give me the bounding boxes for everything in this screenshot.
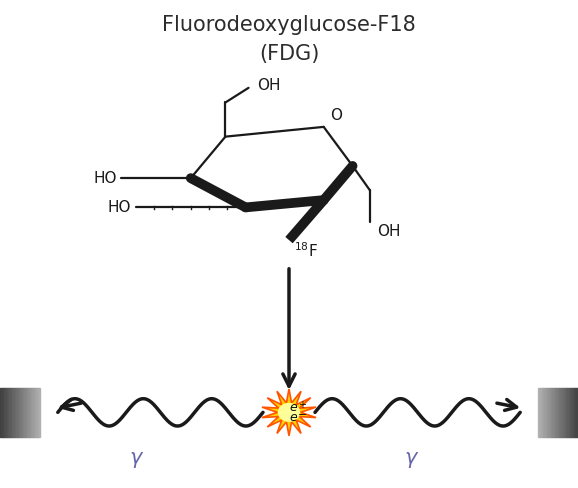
Bar <box>539 388 540 437</box>
Text: HO: HO <box>93 171 117 185</box>
Bar <box>563 388 565 437</box>
Bar <box>17 388 19 437</box>
Bar <box>8 388 9 437</box>
Polygon shape <box>262 389 316 436</box>
Bar <box>12 388 13 437</box>
Bar <box>567 388 569 437</box>
Bar <box>569 388 570 437</box>
Bar <box>4 388 5 437</box>
Bar <box>31 388 32 437</box>
Bar <box>29 388 31 437</box>
Bar <box>566 388 567 437</box>
Bar <box>32 388 34 437</box>
Bar <box>19 388 20 437</box>
Bar <box>543 388 544 437</box>
Bar <box>28 388 29 437</box>
Bar <box>7 388 8 437</box>
Bar <box>565 388 566 437</box>
Bar <box>5 388 7 437</box>
Bar <box>557 388 558 437</box>
Bar <box>3 388 4 437</box>
Bar <box>574 388 575 437</box>
Bar <box>16 388 17 437</box>
Bar <box>547 388 549 437</box>
Bar <box>34 388 35 437</box>
Bar <box>540 388 542 437</box>
Bar <box>573 388 574 437</box>
Bar <box>561 388 562 437</box>
Text: OH: OH <box>377 224 401 240</box>
Bar <box>555 388 557 437</box>
Text: −: − <box>298 410 307 420</box>
Bar <box>551 388 553 437</box>
Text: e: e <box>289 411 297 424</box>
Bar <box>13 388 15 437</box>
Text: OH: OH <box>257 78 281 93</box>
Bar <box>9 388 11 437</box>
Bar <box>36 388 38 437</box>
Text: +: + <box>298 400 306 410</box>
Bar <box>38 388 39 437</box>
Bar <box>559 388 561 437</box>
Bar <box>27 388 28 437</box>
Text: HO: HO <box>108 200 131 215</box>
Bar <box>0 388 1 437</box>
Bar <box>570 388 571 437</box>
Bar <box>25 388 27 437</box>
Bar <box>1 388 3 437</box>
Bar <box>11 388 12 437</box>
Bar <box>577 388 578 437</box>
Bar <box>15 388 16 437</box>
Text: Fluorodeoxyglucose-F18: Fluorodeoxyglucose-F18 <box>162 15 416 35</box>
Text: e: e <box>289 401 297 414</box>
Bar <box>23 388 24 437</box>
Text: O: O <box>331 108 343 123</box>
Text: γ: γ <box>404 448 417 468</box>
Text: γ: γ <box>129 448 142 468</box>
Bar <box>39 388 40 437</box>
Bar <box>562 388 563 437</box>
Bar <box>571 388 573 437</box>
Bar <box>35 388 36 437</box>
Bar <box>554 388 555 437</box>
Bar <box>20 388 21 437</box>
Bar <box>558 388 559 437</box>
Bar <box>21 388 23 437</box>
Bar <box>538 388 539 437</box>
Bar <box>553 388 554 437</box>
Bar <box>549 388 550 437</box>
Bar <box>24 388 25 437</box>
Text: $^{18}$F: $^{18}$F <box>294 241 318 260</box>
Bar <box>575 388 577 437</box>
Circle shape <box>279 404 299 421</box>
Text: (FDG): (FDG) <box>259 44 319 64</box>
Bar <box>550 388 551 437</box>
Bar <box>544 388 546 437</box>
Bar <box>546 388 547 437</box>
Bar <box>542 388 543 437</box>
